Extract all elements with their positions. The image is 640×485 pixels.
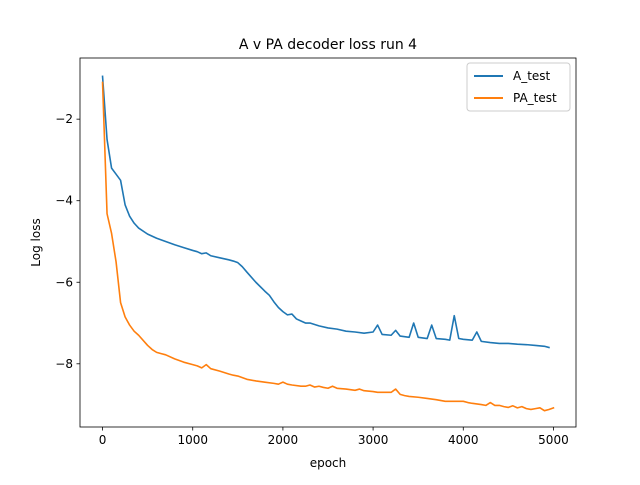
legend: A_test PA_test — [466, 62, 571, 112]
series-line-pa-test — [101, 81, 555, 412]
x-tick-label: 1000 — [177, 433, 208, 447]
chart-title: A v PA decoder loss run 4 — [239, 37, 417, 53]
x-tick-label: 4000 — [448, 433, 479, 447]
y-tick-label: −2 — [55, 112, 73, 126]
y-tick-label: −6 — [55, 275, 73, 289]
y-axis-title: Log loss — [29, 218, 43, 266]
x-tick-label: 2000 — [268, 433, 299, 447]
legend-label-pa-test: PA_test — [513, 91, 557, 105]
series-line-a-test — [101, 75, 550, 349]
plot-area — [80, 58, 576, 427]
y-axis-ticks: −8 −6 −4 −2 — [55, 112, 80, 371]
x-axis-title: epoch — [310, 456, 347, 470]
series-layer — [101, 75, 555, 412]
axes-frame — [79, 57, 577, 428]
x-axis-ticks: 0 1000 2000 3000 4000 5000 — [99, 427, 569, 447]
y-tick-label: −4 — [55, 194, 73, 208]
y-tick-label: −8 — [55, 357, 73, 371]
x-tick-label: 0 — [99, 433, 107, 447]
x-tick-label: 5000 — [538, 433, 569, 447]
legend-label-a-test: A_test — [513, 69, 551, 83]
x-tick-label: 3000 — [358, 433, 389, 447]
